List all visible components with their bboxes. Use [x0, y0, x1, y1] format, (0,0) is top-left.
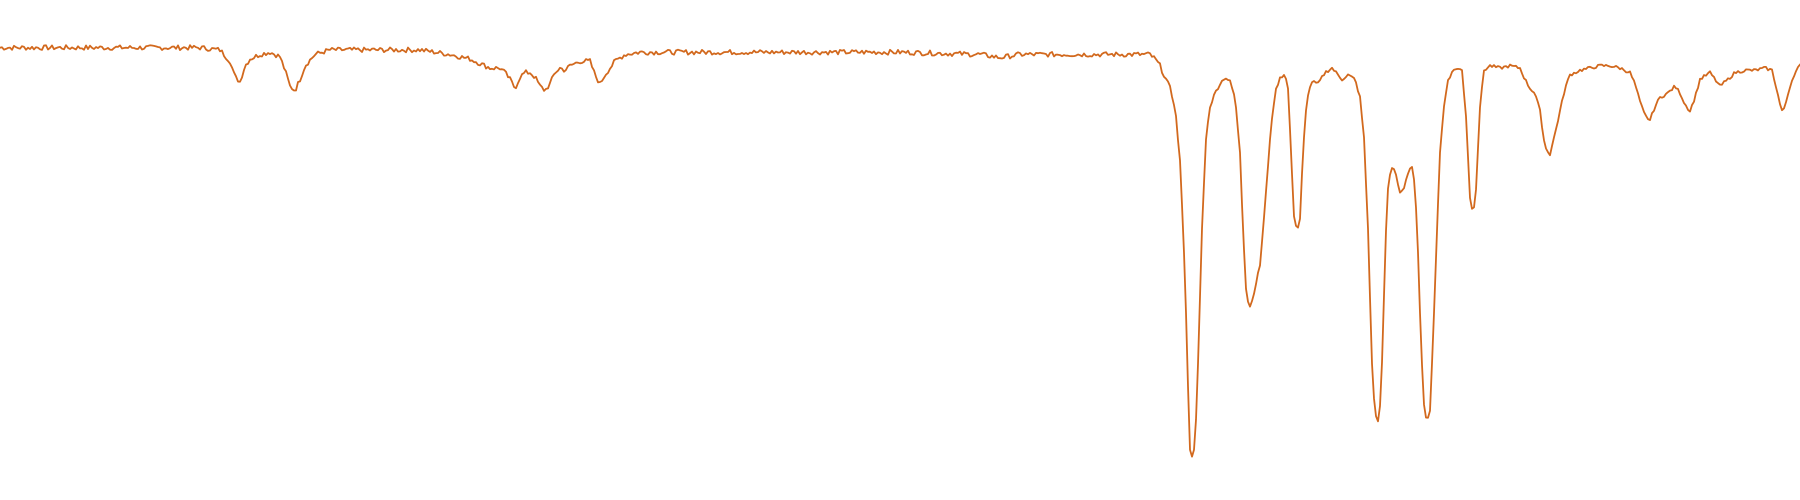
- series-line: [0, 44, 1800, 458]
